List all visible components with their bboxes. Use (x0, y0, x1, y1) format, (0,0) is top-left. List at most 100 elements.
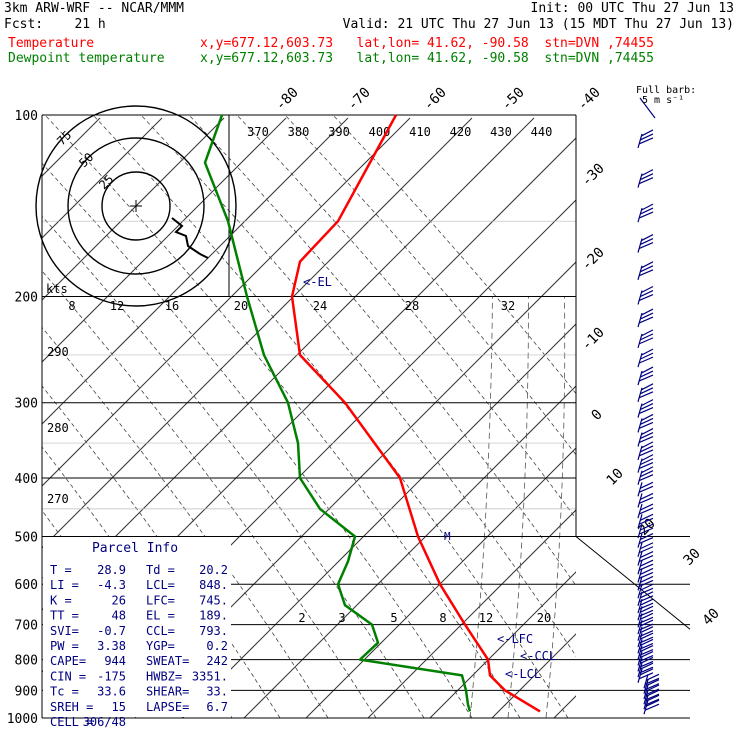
wind-barb-flag (638, 421, 654, 430)
wind-barb-flag (638, 241, 654, 250)
temp-axis-label: 0 (589, 407, 606, 424)
temp-legend: Temperature (8, 36, 95, 51)
wind-barb-flag (641, 454, 654, 462)
parcel-key: SREH = (50, 700, 93, 714)
valid-time: Valid: 21 UTC Thu 27 Jun 13 (15 MDT Thu … (342, 17, 734, 32)
wind-barb-flag (639, 417, 654, 426)
wind-barb-flag (639, 662, 654, 670)
theta-label: 430 (490, 125, 512, 139)
parcel-key: YGP= (146, 639, 175, 653)
parcel-value: -0.7 (97, 624, 126, 638)
wind-barb-staff (637, 482, 643, 497)
wind-barb-flag (638, 177, 654, 185)
wind-barb-flag (639, 387, 654, 395)
isotherm-line (42, 117, 225, 301)
wind-barb-flag (641, 129, 654, 137)
wind-barb-flag (639, 523, 654, 531)
isotherm-line (42, 117, 473, 549)
parcel-value: 15 (112, 700, 126, 714)
wind-barb-staff (637, 619, 643, 635)
init-time: Init: 00 UTC Thu 27 Jun 13 (530, 1, 735, 16)
moist-adiabat (622, 297, 638, 719)
wind-barb-flag (645, 694, 660, 702)
wind-barb-staff (637, 591, 643, 606)
mixing-ratio-label: 12 (479, 611, 493, 625)
wind-barb-flag (639, 583, 654, 591)
wind-barb-flag (639, 333, 654, 341)
wind-barb-flag (639, 626, 654, 634)
isotherm-line (42, 117, 163, 239)
parcel-value: 48 (112, 609, 126, 623)
pressure-label: 900 (15, 684, 38, 699)
m-marker: M (444, 530, 451, 543)
parcel-info-bg (43, 537, 231, 717)
wind-barb-flag (639, 458, 654, 466)
pressure-label: 1000 (7, 712, 38, 727)
wind-barb-staff (637, 458, 643, 473)
wind-barb-flag (639, 289, 654, 298)
wind-barb-flag (641, 308, 654, 316)
wind-barb-flag (639, 207, 654, 215)
pressure-label: 700 (15, 619, 38, 634)
temp-axis-label: -80 (273, 85, 302, 114)
dry-adiabat (332, 115, 576, 395)
parcel-key: Tc = (50, 685, 79, 699)
wind-barb-staff (637, 599, 643, 614)
parcel-key: LAPSE= (146, 700, 189, 714)
isotherm-line (429, 571, 576, 718)
wind-barb-staff (637, 632, 643, 648)
wind-barb-staff (637, 551, 643, 566)
temp-location: x,y=677.12,603.73 lat,lon= 41.62, -90.58… (200, 36, 654, 51)
hodograph-ring (101, 171, 171, 241)
wind-barb-staff (637, 568, 643, 583)
temp-axis-label: 40 (700, 606, 723, 629)
wind-barb-flag (638, 391, 654, 399)
theta-label: 410 (409, 125, 431, 139)
parcel-key: SWEAT= (146, 654, 189, 668)
parcel-key: T = (50, 563, 72, 577)
wind-barb-staff (637, 290, 643, 305)
model-title: 3km ARW-WRF -- NCAR/MMM (4, 1, 185, 16)
parcel-key: HWBZ= (146, 669, 182, 683)
wind-barb-flag (638, 485, 654, 493)
wind-barb-flag (638, 337, 654, 345)
wind-barb-flag (639, 598, 654, 606)
wind-barb-flag (639, 481, 654, 489)
isotherm-line (243, 385, 576, 718)
wind-barb-staff (637, 470, 643, 485)
pressure-label: 600 (15, 578, 38, 593)
wind-barb-flag (638, 449, 654, 457)
parcel-key: Td = (146, 563, 175, 577)
pressure-label: 200 (15, 291, 38, 306)
wind-barb-staff (637, 445, 643, 461)
isotherm-line (42, 117, 287, 363)
wind-barb-flag (638, 374, 654, 382)
wind-barb-staff (637, 432, 643, 447)
wind-barb-staff (637, 333, 643, 349)
wind-barb-flag (645, 689, 660, 697)
dry-adiabat (284, 115, 576, 456)
wind-barb-flag (645, 673, 660, 681)
wind-barb-flag (639, 559, 654, 567)
parcel-value: 848. (199, 578, 228, 592)
isotherm-line (367, 509, 576, 718)
wind-barb-flag (639, 432, 654, 440)
parcel-key: CAPE= (50, 654, 86, 668)
parcel-value: 33.6 (97, 685, 126, 699)
wind-barb-staff (637, 503, 643, 519)
wind-barb-flag (638, 672, 654, 680)
temp-axis-label: -50 (499, 85, 528, 114)
temp-axis-label: -60 (421, 85, 450, 114)
wind-barb-staff (637, 663, 643, 678)
hodo-speed-label: 8 (68, 299, 75, 313)
parcel-value: 33. (206, 685, 228, 699)
ccl-annotation: <-CCL (520, 649, 556, 663)
theta-label: 380 (288, 125, 310, 139)
wind-barb-flag (641, 428, 654, 436)
hodograph-ring (67, 137, 205, 275)
theta-left-label: 270 (47, 492, 69, 506)
isotherm-line (42, 117, 411, 487)
wind-barb-flag (638, 507, 654, 515)
wind-barb-flag (639, 312, 654, 320)
parcel-value: -4.3 (97, 578, 126, 592)
